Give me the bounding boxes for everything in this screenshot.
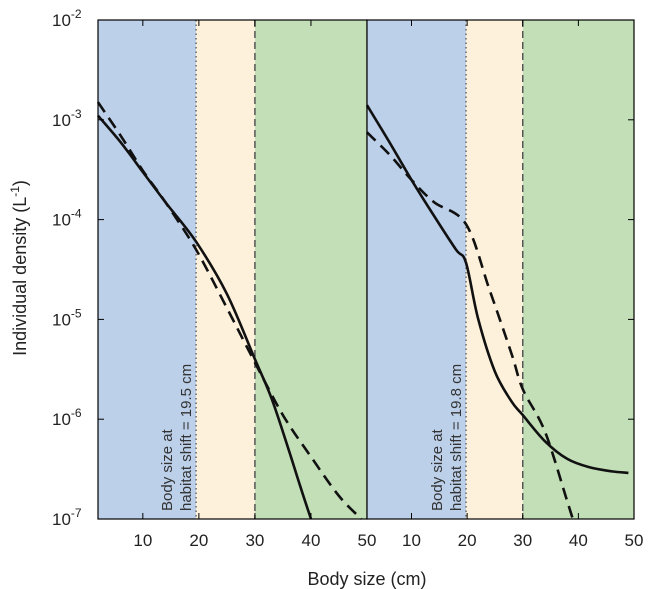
left-habitat-regions [98,20,367,519]
x-tick-label: 40 [301,531,320,550]
y-axis-ticks: 10-2 10-3 10-4 10-5 10-6 10-7 [52,7,634,529]
right-habitat-regions [367,20,634,519]
left-threshold-lines [195,20,256,519]
habitat-region-1 [367,20,467,519]
left-series-lines [96,101,363,520]
x-tick-label: 10 [133,531,152,550]
x-tick-label: 30 [513,531,532,550]
x-tick-label: 30 [245,531,264,550]
y-axis-label: Individual density (L-1) [8,180,30,356]
x-tick-label: 20 [189,531,208,550]
dashed-series-line [96,101,363,520]
y-tick-label: 10-4 [52,207,82,230]
right-series-lines [365,104,629,520]
x-tick-label: 50 [358,531,377,550]
left-annotation-line-2: habitat shift = 19.5 cm [178,364,195,511]
solid-series-line [97,114,313,520]
x-axis-label: Body size (cm) [307,569,426,589]
right-annotation-line-2: habitat shift = 19.8 cm [448,364,465,511]
right-panel: Body size at habitat shift = 19.8 cm 10 2… [365,19,643,550]
right-x-ticks: 10 20 30 40 50 [402,20,643,550]
y-tick-label: 10-6 [52,406,82,429]
habitat-region-3 [254,20,367,519]
right-annotation-line-1: Body size at [429,428,446,511]
x-tick-label: 10 [402,531,421,550]
left-annotation: Body size at habitat shift = 19.5 cm [159,364,195,511]
solid-series-line [365,104,629,475]
y-tick-label: 10-2 [52,7,82,30]
left-x-ticks: 10 20 30 40 50 [133,20,376,550]
right-annotation: Body size at habitat shift = 19.8 cm [429,364,465,511]
habitat-region-2 [466,20,523,519]
y-axis-label-superscript: -1 [8,186,22,197]
habitat-region-1 [98,20,197,519]
right-plot-frame [366,19,635,520]
left-panel: Body size at habitat shift = 19.5 cm 10 2… [96,19,376,550]
right-threshold-lines [465,20,524,519]
y-tick-label: 10-7 [52,506,82,529]
y-tick-label: 10-3 [52,107,82,130]
x-tick-label: 40 [569,531,588,550]
habitat-region-3 [522,20,634,519]
y-axis-label-end: ) [10,180,30,186]
habitat-region-2 [196,20,255,519]
x-tick-label: 50 [625,531,644,550]
y-axis-label-main: Individual density (L [10,197,30,356]
y-tick-label: 10-5 [52,306,82,329]
x-tick-label: 20 [458,531,477,550]
left-annotation-line-1: Body size at [159,428,176,511]
dashed-series-line [366,131,575,520]
